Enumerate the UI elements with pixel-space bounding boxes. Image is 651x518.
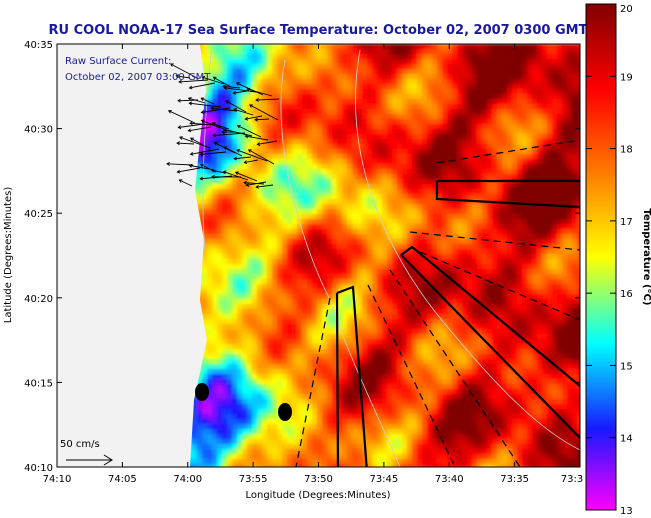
scale-arrow [66, 454, 113, 466]
x-axis-ticks: 74:10 74:05 74:00 73:55 73:50 73:45 73:40 73:35… [43, 44, 583, 485]
surface-current-vectors [166, 63, 280, 189]
x-tick-label: 73:35 [500, 474, 529, 485]
colorbar-tick-label: 20 [620, 4, 633, 15]
x-tick-label: 74:05 [108, 474, 137, 485]
dashed-boundary [367, 284, 456, 467]
dashed-boundary [436, 139, 580, 164]
x-tick-label: 73:40 [435, 474, 464, 485]
dashed-boundary [295, 297, 331, 467]
colorbar-label: Temperature (°C) [641, 209, 651, 306]
x-tick-label: 73:45 [369, 474, 398, 485]
dashed-boundary [389, 269, 521, 467]
y-tick-label: 40:25 [24, 209, 53, 220]
y-axis-ticks: 40:35 40:30 40:25 40:20 40:15 40:10 [24, 40, 580, 474]
site-marker [195, 383, 209, 401]
colorbar-tick-label: 16 [620, 289, 633, 300]
scale-label: 50 cm/s [60, 439, 100, 450]
x-axis-label: Longitude (Degrees:Minutes) [245, 490, 390, 501]
bathymetry-contour [355, 49, 580, 451]
y-axis-label: Latitude (Degrees:Minutes) [3, 187, 14, 324]
y-tick-label: 40:35 [24, 40, 53, 51]
current-time: October 02, 2007 03:00 GMT [65, 72, 211, 83]
y-tick-label: 40:10 [24, 463, 53, 474]
colorbar-ticks: 20 19 18 17 16 15 14 13 [586, 3, 633, 517]
x-tick-label: 73:3 [561, 474, 583, 485]
colorbar [585, 3, 617, 511]
y-tick-label: 40:15 [24, 378, 53, 389]
land-mass [57, 44, 207, 467]
plot-area: Raw Surface Current: October 02, 2007 03… [57, 44, 580, 467]
x-tick-label: 74:00 [173, 474, 202, 485]
colorbar-tick-label: 15 [620, 361, 633, 372]
wedge-outline [400, 245, 580, 439]
y-tick-label: 40:30 [24, 125, 53, 136]
current-title: Raw Surface Current: [65, 56, 171, 67]
x-tick-label: 73:55 [239, 474, 268, 485]
dashed-boundary [409, 231, 580, 251]
wedge-outline [335, 285, 368, 467]
wedge-outline [435, 179, 580, 209]
bathymetry-contour [202, 44, 213, 251]
chart-title: RU COOL NOAA-17 Sea Surface Temperature:… [49, 23, 588, 38]
x-tick-label: 74:10 [43, 474, 72, 485]
colorbar-tick-label: 14 [620, 434, 633, 445]
colorbar-tick-label: 13 [620, 506, 633, 517]
colorbar-tick-label: 18 [620, 145, 633, 156]
colorbar-tick-label: 17 [620, 217, 633, 228]
site-marker [278, 403, 292, 421]
x-tick-label: 73:50 [304, 474, 333, 485]
colorbar-tick-label: 19 [620, 72, 633, 83]
dashed-boundary [419, 251, 580, 321]
y-tick-label: 40:20 [24, 294, 53, 305]
